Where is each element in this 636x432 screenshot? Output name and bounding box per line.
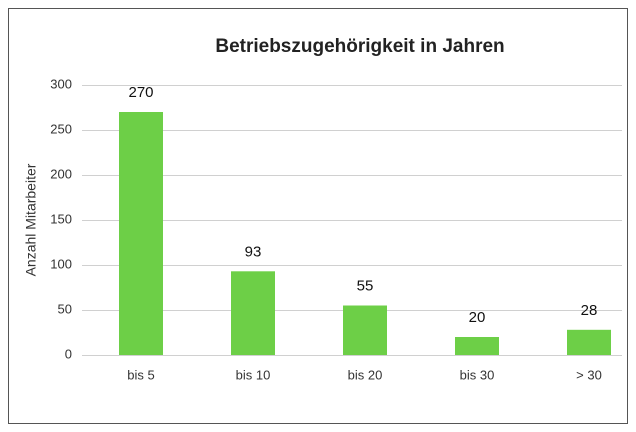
bar bbox=[567, 329, 611, 355]
x-tick-label: > 30 bbox=[576, 367, 602, 382]
y-tick-label: 50 bbox=[58, 301, 72, 316]
y-tick-label: 200 bbox=[50, 166, 72, 181]
x-tick-label: bis 20 bbox=[348, 367, 383, 382]
bar bbox=[231, 271, 275, 355]
x-tick-label: bis 5 bbox=[127, 367, 154, 382]
y-axis-label: Anzahl Mitarbeiter bbox=[23, 163, 39, 276]
data-label: 270 bbox=[128, 84, 153, 101]
bar bbox=[119, 112, 163, 355]
data-label: 93 bbox=[245, 243, 262, 260]
data-label: 28 bbox=[581, 302, 598, 319]
bar bbox=[343, 305, 387, 355]
y-tick-label: 100 bbox=[50, 256, 72, 271]
data-label: 55 bbox=[357, 277, 374, 294]
x-tick-label: bis 30 bbox=[460, 367, 495, 382]
bar bbox=[455, 337, 499, 355]
y-tick-label: 250 bbox=[50, 121, 72, 136]
y-tick-label: 150 bbox=[50, 211, 72, 226]
y-tick-label: 300 bbox=[50, 76, 72, 91]
x-tick-label: bis 10 bbox=[236, 367, 271, 382]
y-tick-label: 0 bbox=[65, 346, 72, 361]
chart-title: Betriebszugehörigkeit in Jahren bbox=[215, 36, 504, 57]
chart-frame bbox=[8, 8, 628, 424]
data-label: 20 bbox=[469, 309, 486, 326]
